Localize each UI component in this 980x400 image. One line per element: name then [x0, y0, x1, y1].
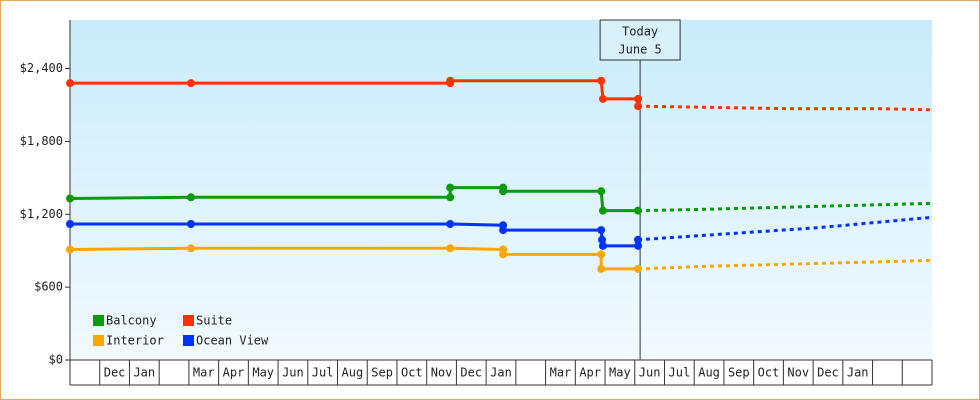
price-point [186, 220, 195, 228]
price-point [597, 187, 606, 196]
price-point [598, 94, 607, 103]
price-point [186, 79, 195, 88]
x-tick-label: Nov [787, 366, 809, 380]
price-point [597, 264, 606, 273]
price-point [66, 220, 74, 228]
price-point [634, 206, 643, 215]
price-point [446, 220, 455, 228]
price-point [597, 250, 606, 259]
price-point [186, 244, 195, 253]
price-point [597, 76, 606, 85]
price-point [66, 194, 74, 203]
price-point [499, 187, 508, 196]
legend-swatch [183, 315, 194, 326]
x-tick-label: Mar [550, 366, 572, 380]
x-tick-label: Aug [698, 366, 720, 380]
price-line [70, 79, 640, 107]
y-tick-label: $0 [49, 353, 63, 367]
today-date: June 5 [618, 43, 661, 57]
x-tick-label: Sep [371, 366, 393, 380]
x-tick-label: Jun [282, 366, 304, 380]
x-tick-label: Apr [223, 366, 245, 380]
price-point [634, 102, 643, 111]
legend-label: Interior [106, 334, 164, 348]
price-point [634, 241, 643, 250]
legend-label: Balcony [106, 314, 157, 328]
legend-label: Ocean View [196, 334, 269, 348]
legend-label: Suite [196, 314, 232, 328]
price-point [66, 245, 74, 254]
price-point [446, 244, 455, 253]
x-tick-label: Dec [104, 366, 126, 380]
y-tick-label: $600 [34, 280, 63, 294]
x-tick-label: Aug [342, 366, 364, 380]
x-tick-label: May [252, 366, 274, 380]
price-line [70, 222, 640, 248]
x-tick-label: May [609, 366, 631, 380]
x-tick-label: Jul [669, 366, 691, 380]
x-tick-label: Jan [847, 366, 869, 380]
x-tick-label: Jan [490, 366, 512, 380]
x-tick-label: Nov [431, 366, 453, 380]
legend-swatch [183, 335, 194, 346]
forecast-line [637, 258, 933, 271]
today-label: Today [622, 25, 658, 39]
y-tick-label: $1,200 [20, 207, 63, 221]
x-tick-label: Oct [401, 366, 423, 380]
price-point [446, 76, 455, 85]
x-tick-label: Mar [193, 366, 215, 380]
legend-swatch [93, 335, 104, 346]
legend-swatch [93, 315, 104, 326]
price-point [446, 193, 455, 202]
price-point [598, 206, 607, 215]
price-point [634, 94, 643, 103]
forecast-line [638, 104, 933, 112]
x-tick-label: Dec [817, 366, 839, 380]
x-tick-label: Sep [728, 366, 750, 380]
price-point [446, 183, 455, 192]
y-tick-label: $2,400 [20, 61, 63, 75]
price-point [499, 226, 508, 235]
forecast-line [637, 215, 933, 242]
price-point [186, 193, 195, 202]
price-point [634, 264, 643, 273]
today-box [599, 19, 681, 61]
x-tick-label: Jun [639, 366, 661, 380]
price-point [634, 235, 643, 244]
price-point [499, 250, 508, 259]
price-point [598, 235, 607, 244]
price-point [66, 79, 74, 88]
x-tick-label: Oct [758, 366, 780, 380]
price-point [598, 241, 607, 250]
x-tick-label: Jul [312, 366, 334, 380]
x-tick-label: Jan [133, 366, 155, 380]
forecast-line [637, 201, 933, 213]
x-tick-label: Dec [460, 366, 482, 380]
y-tick-label: $1,800 [20, 134, 63, 148]
x-tick-label: Apr [579, 366, 601, 380]
price-point [597, 226, 606, 235]
